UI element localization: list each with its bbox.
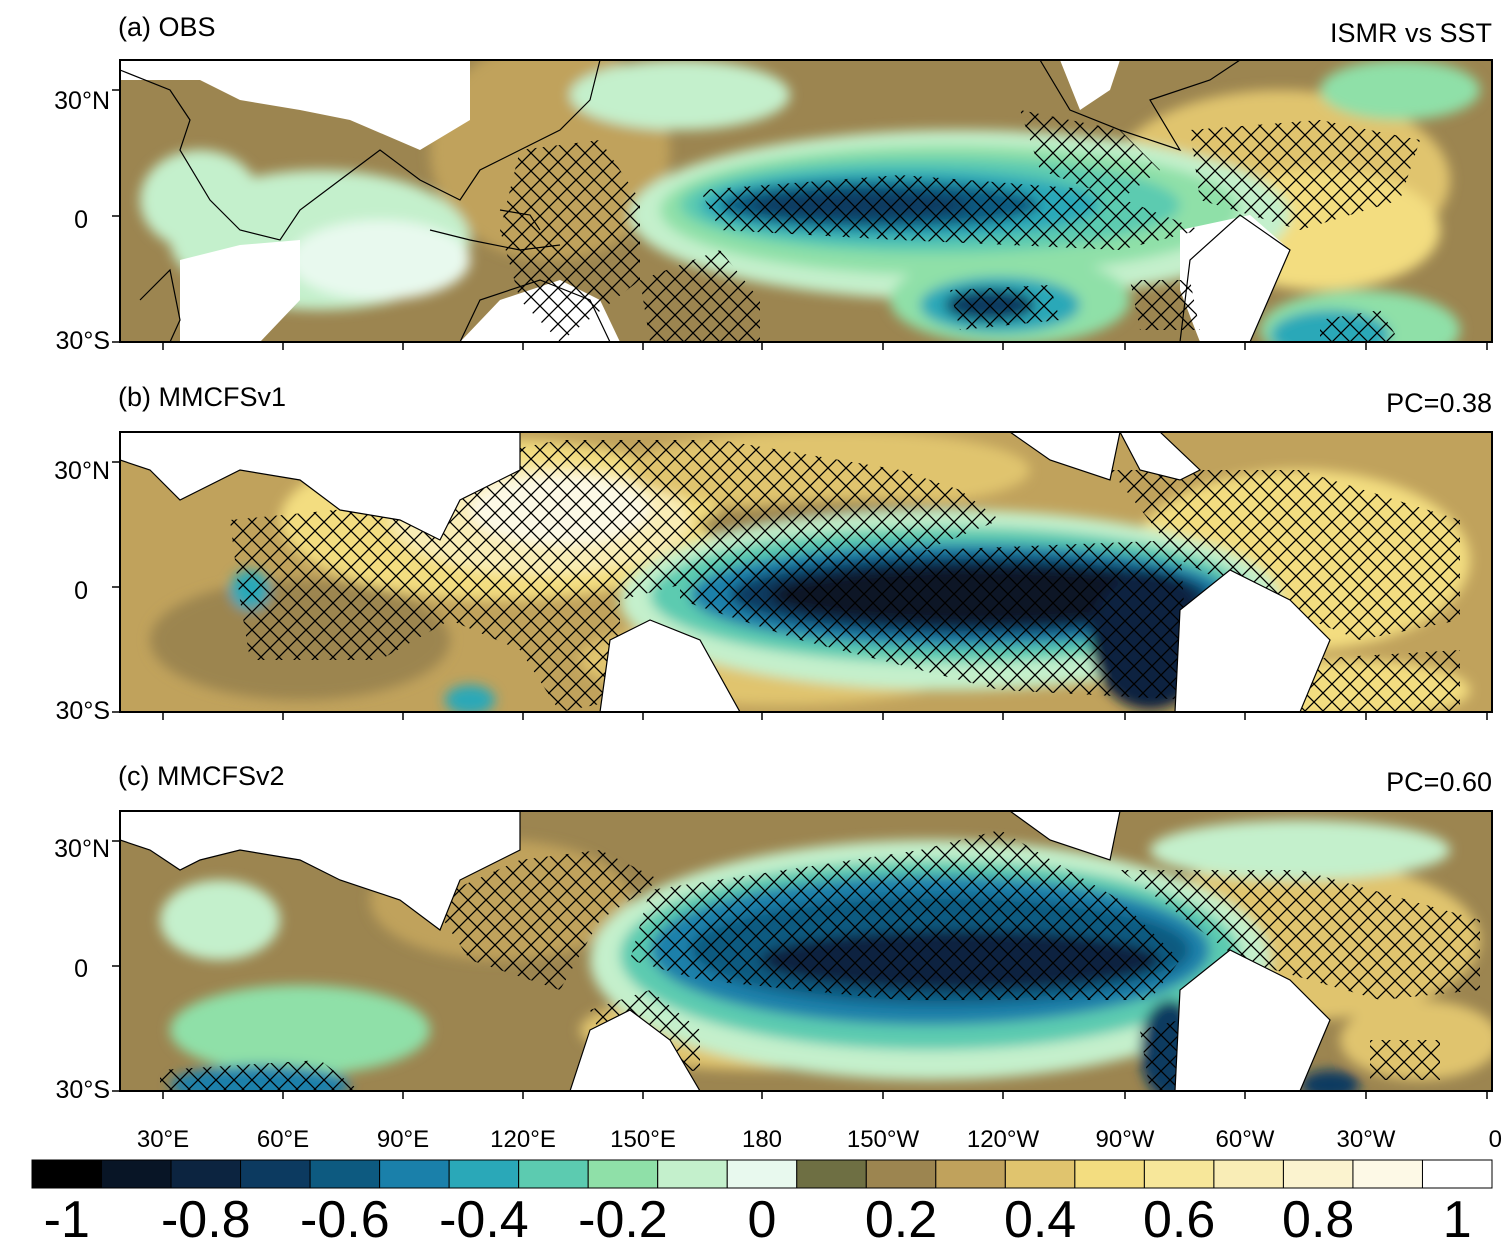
lat-label-eq-b: 0	[74, 577, 88, 605]
colorbar-box	[726, 1159, 798, 1189]
colorbar-box	[101, 1159, 172, 1189]
colorbar-label: -0.8	[160, 1191, 251, 1249]
lat-label-30s-a: 30°S	[55, 327, 110, 355]
lat-label-30n-c: 30°N	[54, 835, 110, 863]
colorbar-box	[1352, 1159, 1423, 1189]
colorbar-label: -0.2	[578, 1191, 668, 1249]
colorbar-label: 0.2	[864, 1191, 938, 1249]
panel-c-pc: PC=0.60	[1386, 767, 1492, 797]
lon-label: 30°E	[136, 1126, 190, 1153]
panel-b-pc: PC=0.38	[1386, 388, 1492, 418]
colorbar-box	[518, 1159, 589, 1189]
lat-label-30s-c: 30°S	[55, 1076, 110, 1104]
colorbar-label: 0.6	[1142, 1191, 1216, 1249]
lat-label-30s-b: 30°S	[55, 697, 110, 725]
lon-label: 60°E	[256, 1126, 310, 1153]
colorbar-box	[379, 1159, 450, 1189]
panel-c-frame	[119, 810, 1493, 1092]
colorbar-label: 0.8	[1282, 1191, 1355, 1249]
lon-label: 150°W	[846, 1126, 920, 1153]
colorbar-box	[1282, 1159, 1354, 1189]
colorbar-label: -0.4	[439, 1191, 529, 1249]
panel-b-map	[120, 432, 1492, 712]
colorbar-box	[1421, 1159, 1493, 1189]
colorbar-box	[935, 1159, 1006, 1189]
lon-label: 30°W	[1336, 1126, 1396, 1153]
lat-label-eq-a: 0	[74, 206, 88, 234]
colorbar-box	[1004, 1159, 1076, 1189]
panel-c-title: (c) MMCFSv2	[118, 761, 285, 791]
colorbar	[31, 1159, 1493, 1189]
colorbar-label: 1	[1442, 1191, 1472, 1249]
colorbar-box	[1143, 1159, 1215, 1189]
colorbar-box	[1213, 1159, 1284, 1189]
colorbar-box	[796, 1159, 867, 1189]
colorbar-box	[31, 1159, 103, 1189]
colorbar-label: 0	[747, 1191, 777, 1249]
colorbar-box	[309, 1159, 381, 1189]
colorbar-label: -0.6	[300, 1191, 390, 1249]
colorbar-box	[1074, 1159, 1145, 1189]
lat-label-30n-b: 30°N	[54, 457, 110, 485]
lon-label: 90°W	[1095, 1126, 1155, 1153]
lon-label: 0	[1488, 1126, 1502, 1153]
lat-label-eq-c: 0	[74, 955, 88, 983]
lon-label: 120°E	[490, 1126, 556, 1153]
panel-c-map	[120, 811, 1492, 1091]
colorbar-label: -1	[43, 1191, 90, 1249]
colorbar-box	[587, 1159, 659, 1189]
colorbar-box	[170, 1159, 242, 1189]
colorbar-box	[865, 1159, 937, 1189]
colorbar-box	[657, 1159, 728, 1189]
lat-label-30n-a: 30°N	[54, 87, 110, 115]
axis-ticks	[112, 89, 1488, 1099]
lon-label: 180	[741, 1126, 783, 1153]
panel-a-frame	[119, 59, 1493, 343]
colorbar-box	[240, 1159, 311, 1189]
lon-label: 60°W	[1215, 1126, 1275, 1153]
lon-label: 120°W	[966, 1126, 1040, 1153]
panel-b-frame	[119, 431, 1493, 713]
figure-right-title: ISMR vs SST	[1329, 18, 1492, 48]
lon-label: 150°E	[610, 1126, 676, 1153]
panel-a-map	[120, 60, 1492, 342]
panel-b-title: (b) MMCFSv1	[118, 382, 286, 412]
colorbar-label: 0.4	[1003, 1191, 1077, 1249]
panel-a-title: (a) OBS	[118, 12, 216, 42]
lon-label: 90°E	[376, 1126, 430, 1153]
colorbar-box	[448, 1159, 520, 1189]
